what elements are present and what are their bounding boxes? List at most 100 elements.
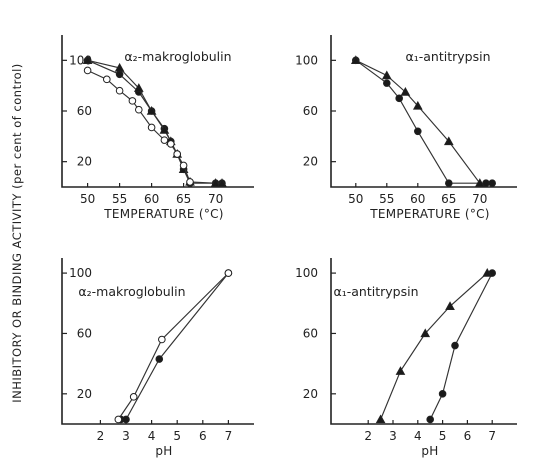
data-point xyxy=(420,328,431,338)
data-point xyxy=(224,269,233,277)
y-tick-label: 20 xyxy=(77,387,92,401)
y-tick-label: 60 xyxy=(77,326,92,340)
x-tick-label: 5 xyxy=(173,429,181,443)
series-filled-triangle xyxy=(375,268,493,424)
y-tick-label: 60 xyxy=(77,104,92,118)
data-point xyxy=(146,105,157,115)
data-point xyxy=(375,414,386,424)
x-tick-label: 6 xyxy=(199,429,207,443)
data-point xyxy=(159,124,170,134)
panel-title: α₁-antitrypsin xyxy=(334,284,419,299)
axis-frame xyxy=(61,35,254,188)
x-tick-label: 3 xyxy=(389,429,397,443)
chart-panel-bottom-right: 20 60 100 2 3 4 5 6 7 pH α₁-antitrypsin xyxy=(295,258,517,458)
data-point xyxy=(443,136,454,146)
data-point xyxy=(488,179,497,187)
data-point xyxy=(383,79,391,87)
series-line xyxy=(355,59,493,184)
y-tick-label: 20 xyxy=(303,387,318,401)
x-tick-label: 6 xyxy=(464,429,472,443)
x-axis-title: TEMPERATURE (°C) xyxy=(103,207,224,221)
data-point xyxy=(160,136,169,144)
data-point xyxy=(158,335,166,344)
series-open-circle xyxy=(83,66,194,186)
data-point xyxy=(350,55,361,65)
x-tick-label: 50 xyxy=(80,192,95,206)
series-filled-triangle xyxy=(82,55,227,187)
data-point xyxy=(400,86,411,96)
y-tick-label: 60 xyxy=(303,104,318,118)
data-point xyxy=(217,178,227,187)
series-line xyxy=(117,272,229,420)
x-axis-title: pH xyxy=(421,444,438,458)
data-point xyxy=(414,127,422,136)
data-point xyxy=(155,355,164,363)
data-point xyxy=(83,66,92,75)
axis-frame xyxy=(61,258,254,425)
x-tick-label: 65 xyxy=(176,192,191,206)
chart-panel-bottom-left: 20 60 100 2 3 4 5 6 7 pH α₂-makroglobulin xyxy=(61,258,254,458)
x-tick-label: 60 xyxy=(410,192,425,206)
y-tick-label: 100 xyxy=(295,53,318,67)
data-point xyxy=(115,86,124,95)
series-open-circle xyxy=(114,269,233,424)
series-line xyxy=(429,272,493,420)
axis-frame xyxy=(330,35,517,188)
figure-ylabel: INHIBITORY OR BINDING ACTIVITY (per cent… xyxy=(10,63,24,403)
data-point xyxy=(395,366,406,375)
data-point xyxy=(115,70,124,79)
x-tick-label: 7 xyxy=(225,429,233,443)
data-point xyxy=(426,415,435,424)
panel-title: α₁-antitrypsin xyxy=(406,49,491,64)
panel-title: α₂-makroglobulin xyxy=(124,49,231,64)
panel-title: α₂-makroglobulin xyxy=(78,284,185,299)
data-point xyxy=(445,179,453,187)
x-tick-label: 2 xyxy=(364,429,372,443)
data-point xyxy=(133,83,144,92)
series-line xyxy=(355,59,481,184)
data-point xyxy=(395,94,404,103)
x-tick-label: 55 xyxy=(379,192,394,206)
x-axis-title: pH xyxy=(155,444,172,458)
data-point xyxy=(186,178,194,186)
x-tick-label: 70 xyxy=(472,192,487,206)
series-filled-triangle xyxy=(350,55,485,187)
data-point xyxy=(167,140,175,148)
x-tick-label: 4 xyxy=(148,429,156,443)
x-tick-label: 60 xyxy=(144,192,159,206)
data-point xyxy=(135,105,143,114)
x-tick-label: 2 xyxy=(97,429,105,443)
data-point xyxy=(179,161,188,170)
data-point xyxy=(122,415,130,424)
series-filled-circle xyxy=(352,56,497,187)
data-point xyxy=(474,178,485,187)
y-tick-label: 20 xyxy=(77,155,92,169)
data-point xyxy=(381,70,392,80)
x-tick-label: 50 xyxy=(348,192,363,206)
data-point xyxy=(128,97,137,105)
y-tick-label: 20 xyxy=(303,155,318,169)
data-point xyxy=(114,62,125,72)
data-point xyxy=(129,393,138,401)
x-tick-label: 3 xyxy=(122,429,130,443)
data-point xyxy=(147,123,156,132)
x-tick-label: 4 xyxy=(414,429,422,443)
axis-frame xyxy=(330,258,517,425)
data-point xyxy=(173,150,181,158)
x-tick-label: 7 xyxy=(488,429,496,443)
data-point xyxy=(114,415,123,424)
data-point xyxy=(451,341,459,350)
y-tick-label: 100 xyxy=(295,266,318,280)
y-tick-label: 60 xyxy=(303,326,318,340)
data-point xyxy=(103,75,111,84)
x-tick-label: 70 xyxy=(208,192,223,206)
y-tick-label: 100 xyxy=(69,266,92,280)
data-point xyxy=(82,55,93,65)
series-filled-circle xyxy=(426,269,497,424)
x-tick-label: 5 xyxy=(439,429,447,443)
data-point xyxy=(438,390,447,398)
